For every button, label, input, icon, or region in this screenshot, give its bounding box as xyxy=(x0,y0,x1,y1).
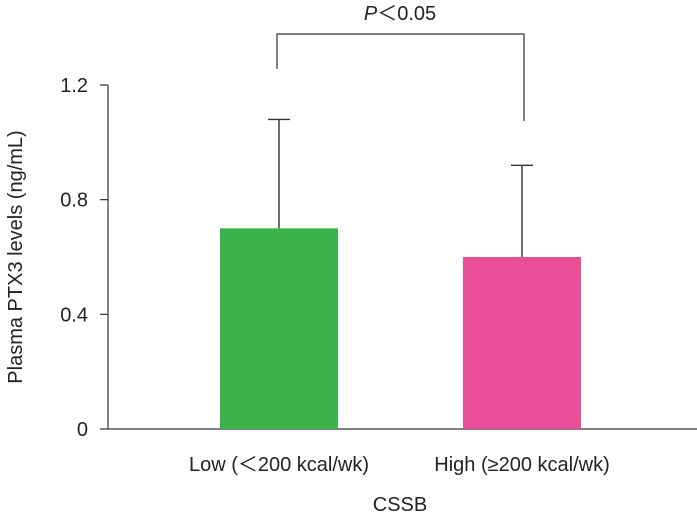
significance-bracket xyxy=(276,33,525,121)
y-axis-title: Plasma PTX3 levels (ng/mL) xyxy=(5,130,27,383)
y-tick-label: 0 xyxy=(77,419,88,441)
bar-low xyxy=(220,228,338,429)
y-tick-label: 0.4 xyxy=(60,304,88,326)
bar-high xyxy=(463,257,581,429)
x-axis-title: CSSB xyxy=(373,494,427,516)
y-axis: 0 0.4 0.8 1.2 xyxy=(60,75,109,441)
category-label: High (≥200 kcal/wk) xyxy=(434,454,609,476)
category-labels: Low (＜200 kcal/wk) High (≥200 kcal/wk) xyxy=(189,454,610,476)
error-bars-group xyxy=(268,118,533,257)
y-tick-label: 0.8 xyxy=(60,190,88,212)
y-tick-label: 1.2 xyxy=(60,75,88,97)
category-label: Low (＜200 kcal/wk) xyxy=(189,454,369,476)
significance-label: P＜0.05 xyxy=(364,3,436,25)
bars-group xyxy=(220,228,581,429)
significance-annotation: P＜0.05 xyxy=(276,3,525,121)
